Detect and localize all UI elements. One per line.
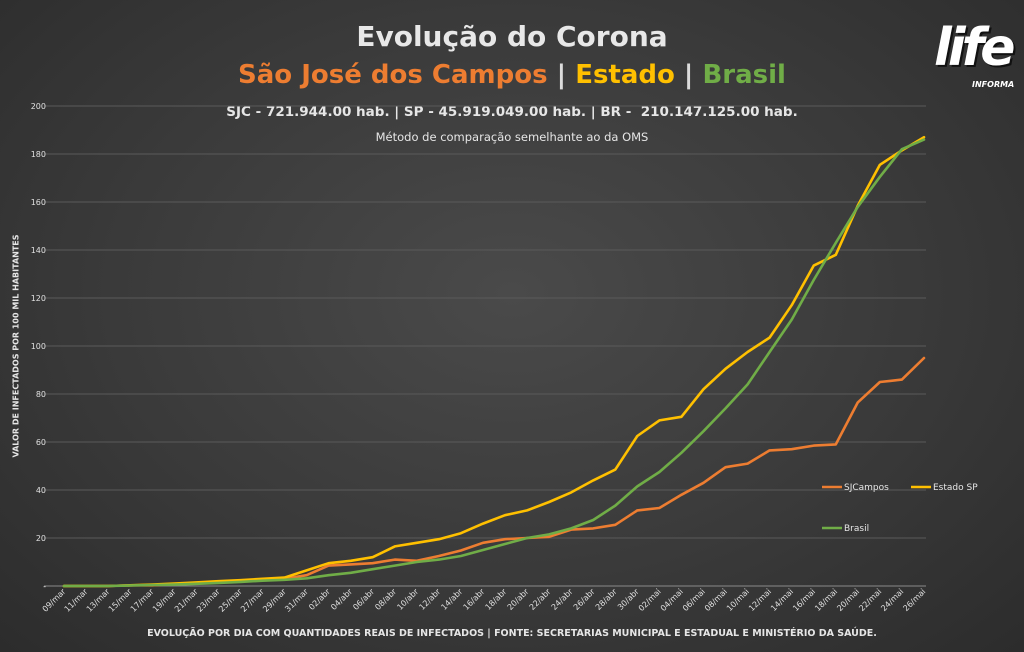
subtitle-part-2: Estado <box>575 60 675 90</box>
legend: SJCampos Estado SP Brasil <box>822 483 978 534</box>
series-line-sjcampos <box>62 356 926 588</box>
subtitle-part-4: Brasil <box>702 60 786 90</box>
logo-text: life <box>934 18 1016 78</box>
x-tick-label: 28/abr <box>594 587 619 612</box>
y-tick-label: - <box>43 582 46 591</box>
x-tick-label: 12/abr <box>417 587 442 612</box>
x-tick-label: 31/mar <box>283 587 310 614</box>
x-axis-ticks: 09/mar11/mar13/mar15/mar17/mar19/mar21/m… <box>41 587 928 614</box>
x-tick-label: 02/abr <box>307 587 332 612</box>
x-tick-label: 08/abr <box>373 587 398 612</box>
x-tick-label: 14/mai <box>769 587 795 613</box>
y-tick-label: 120 <box>31 294 46 303</box>
y-tick-label: 140 <box>31 246 46 255</box>
x-tick-label: 22/abr <box>528 587 553 612</box>
x-tick-label: 10/mai <box>725 587 751 613</box>
y-tick-label: 80 <box>36 390 46 399</box>
legend-label: Brasil <box>844 524 869 534</box>
logo-subtext: INFORMA <box>972 80 1015 89</box>
population-line: SJC - 721.944.00 hab. | SP - 45.919.049.… <box>226 104 798 120</box>
y-tick-label: 60 <box>36 438 46 447</box>
subtitle-part-3: | <box>674 60 703 90</box>
y-tick-label: 40 <box>36 486 46 495</box>
x-tick-label: 04/abr <box>329 587 354 612</box>
chart-title: Evolução do Corona <box>356 20 668 53</box>
series-lines <box>62 135 926 588</box>
x-tick-label: 12/mai <box>747 587 773 613</box>
y-tick-label: 200 <box>31 102 46 111</box>
x-tick-label: 06/mai <box>681 587 707 613</box>
x-tick-label: 26/mai <box>901 587 927 613</box>
x-tick-label: 16/mai <box>791 587 817 613</box>
y-tick-label: 160 <box>31 198 46 207</box>
series-line-estado-sp <box>62 135 926 588</box>
y-tick-label: 100 <box>31 342 46 351</box>
y-tick-label: 20 <box>36 534 46 543</box>
subtitle-part-0: São José dos Campos <box>238 60 548 90</box>
x-tick-label: 24/mai <box>879 587 905 613</box>
subtitle-part-1: | <box>547 60 576 90</box>
x-tick-label: 02/mai <box>637 587 663 613</box>
x-tick-label: 20/abr <box>506 587 531 612</box>
x-tick-label: 22/mai <box>857 587 883 613</box>
y-axis-ticks: - 20 40 60 80 100 120 140 160 180 200 <box>31 102 46 591</box>
x-tick-label: 26/abr <box>572 587 597 612</box>
legend-label: Estado SP <box>933 483 978 493</box>
x-tick-label: 18/abr <box>484 587 509 612</box>
footer-source: EVOLUÇÃO POR DIA COM QUANTIDADES REAIS D… <box>147 628 877 639</box>
x-tick-label: 14/abr <box>439 587 464 612</box>
x-tick-label: 08/mai <box>703 587 729 613</box>
series-line-brasil <box>62 138 926 588</box>
y-tick-label: 180 <box>31 150 46 159</box>
x-tick-label: 06/abr <box>351 587 376 612</box>
x-tick-label: 04/mai <box>659 587 685 613</box>
grid-lines <box>44 105 926 587</box>
x-tick-label: 10/abr <box>395 587 420 612</box>
life-logo: life INFORMA <box>934 18 1016 98</box>
chart-subtitle: São José dos Campos | Estado | Brasil <box>0 60 1024 90</box>
x-tick-label: 16/abr <box>462 587 487 612</box>
legend-label: SJCampos <box>844 483 889 493</box>
method-line: Método de comparação semelhante ao da OM… <box>375 130 649 144</box>
x-tick-label: 18/mai <box>813 587 839 613</box>
x-tick-label: 20/mai <box>835 587 861 613</box>
x-tick-label: 24/abr <box>550 587 575 612</box>
